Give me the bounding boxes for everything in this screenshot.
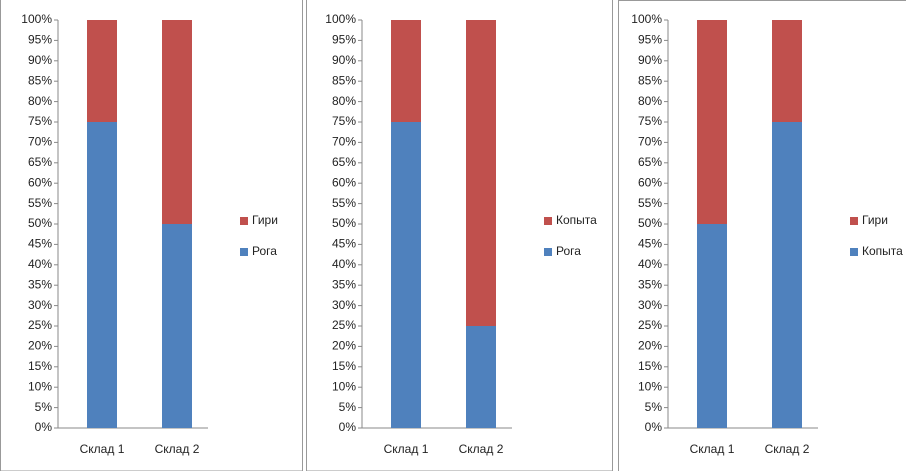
bar-segment <box>87 122 117 428</box>
legend-label: Рога <box>556 244 581 258</box>
y-tick-label: 90% <box>28 53 52 67</box>
y-tick-label: 5% <box>645 400 663 414</box>
y-tick-label: 5% <box>339 400 357 414</box>
bar-segment <box>466 20 496 326</box>
y-tick-label: 95% <box>332 33 356 47</box>
y-tick-label: 65% <box>28 155 52 169</box>
legend-swatch <box>240 248 248 256</box>
y-tick-label: 35% <box>28 277 52 291</box>
bar-segment <box>391 20 421 122</box>
y-tick-label: 70% <box>28 135 52 149</box>
y-tick-label: 40% <box>638 257 662 271</box>
y-tick-label: 70% <box>332 135 356 149</box>
y-tick-label: 15% <box>332 359 356 373</box>
y-tick-label: 45% <box>332 237 356 251</box>
y-tick-label: 95% <box>638 33 662 47</box>
y-tick-label: 55% <box>28 196 52 210</box>
y-tick-label: 35% <box>638 277 662 291</box>
y-tick-label: 50% <box>638 216 662 230</box>
y-tick-label: 70% <box>638 135 662 149</box>
y-tick-label: 85% <box>638 73 662 87</box>
y-tick-label: 45% <box>28 237 52 251</box>
y-tick-label: 0% <box>645 420 663 434</box>
y-tick-label: 20% <box>28 339 52 353</box>
y-tick-label: 55% <box>638 196 662 210</box>
y-tick-label: 80% <box>28 94 52 108</box>
legend-label: Гири <box>862 213 888 227</box>
y-tick-label: 25% <box>28 318 52 332</box>
y-tick-label: 45% <box>638 237 662 251</box>
y-tick-label: 5% <box>35 400 53 414</box>
bar-segment <box>697 224 727 428</box>
x-tick-label: Склад 2 <box>155 442 200 456</box>
y-tick-label: 25% <box>332 318 356 332</box>
y-tick-label: 0% <box>339 420 357 434</box>
legend-label: Рога <box>252 244 277 258</box>
legend-swatch <box>544 217 552 225</box>
bar-segment <box>87 20 117 122</box>
y-tick-label: 80% <box>332 94 356 108</box>
bar-segment <box>697 20 727 224</box>
y-tick-label: 65% <box>332 155 356 169</box>
y-tick-label: 0% <box>35 420 53 434</box>
x-tick-label: Склад 1 <box>384 442 429 456</box>
y-tick-label: 60% <box>332 175 356 189</box>
legend-label: Копыта <box>556 213 597 227</box>
y-tick-label: 100% <box>325 12 356 26</box>
y-tick-label: 20% <box>332 339 356 353</box>
bar-segment <box>162 20 192 224</box>
bar-segment <box>772 20 802 122</box>
y-tick-label: 50% <box>332 216 356 230</box>
y-tick-label: 30% <box>28 298 52 312</box>
y-tick-label: 10% <box>638 379 662 393</box>
y-tick-label: 60% <box>638 175 662 189</box>
y-tick-label: 75% <box>28 114 52 128</box>
y-tick-label: 100% <box>21 12 52 26</box>
y-tick-label: 40% <box>332 257 356 271</box>
y-tick-label: 75% <box>332 114 356 128</box>
legend-swatch <box>544 248 552 256</box>
y-tick-label: 10% <box>28 379 52 393</box>
y-tick-label: 40% <box>28 257 52 271</box>
y-tick-label: 50% <box>28 216 52 230</box>
y-tick-label: 90% <box>332 53 356 67</box>
x-tick-label: Склад 1 <box>80 442 125 456</box>
bar-segment <box>772 122 802 428</box>
y-tick-label: 15% <box>28 359 52 373</box>
y-tick-label: 10% <box>332 379 356 393</box>
y-tick-label: 85% <box>332 73 356 87</box>
y-tick-label: 85% <box>28 73 52 87</box>
x-tick-label: Склад 1 <box>690 442 735 456</box>
y-tick-label: 30% <box>332 298 356 312</box>
y-tick-label: 75% <box>638 114 662 128</box>
y-tick-label: 15% <box>638 359 662 373</box>
y-tick-label: 60% <box>28 175 52 189</box>
legend-swatch <box>240 217 248 225</box>
legend-label: Гири <box>252 213 278 227</box>
y-tick-label: 65% <box>638 155 662 169</box>
legend-swatch <box>850 248 858 256</box>
y-tick-label: 80% <box>638 94 662 108</box>
y-tick-label: 20% <box>638 339 662 353</box>
bar-segment <box>162 224 192 428</box>
x-tick-label: Склад 2 <box>765 442 810 456</box>
legend-label: Копыта <box>862 244 903 258</box>
bar-segment <box>466 326 496 428</box>
y-tick-label: 35% <box>332 277 356 291</box>
y-tick-label: 95% <box>28 33 52 47</box>
y-tick-label: 30% <box>638 298 662 312</box>
y-tick-label: 25% <box>638 318 662 332</box>
y-tick-label: 55% <box>332 196 356 210</box>
y-tick-label: 90% <box>638 53 662 67</box>
x-tick-label: Склад 2 <box>459 442 504 456</box>
y-tick-label: 100% <box>631 12 662 26</box>
bar-segment <box>391 122 421 428</box>
legend-swatch <box>850 217 858 225</box>
